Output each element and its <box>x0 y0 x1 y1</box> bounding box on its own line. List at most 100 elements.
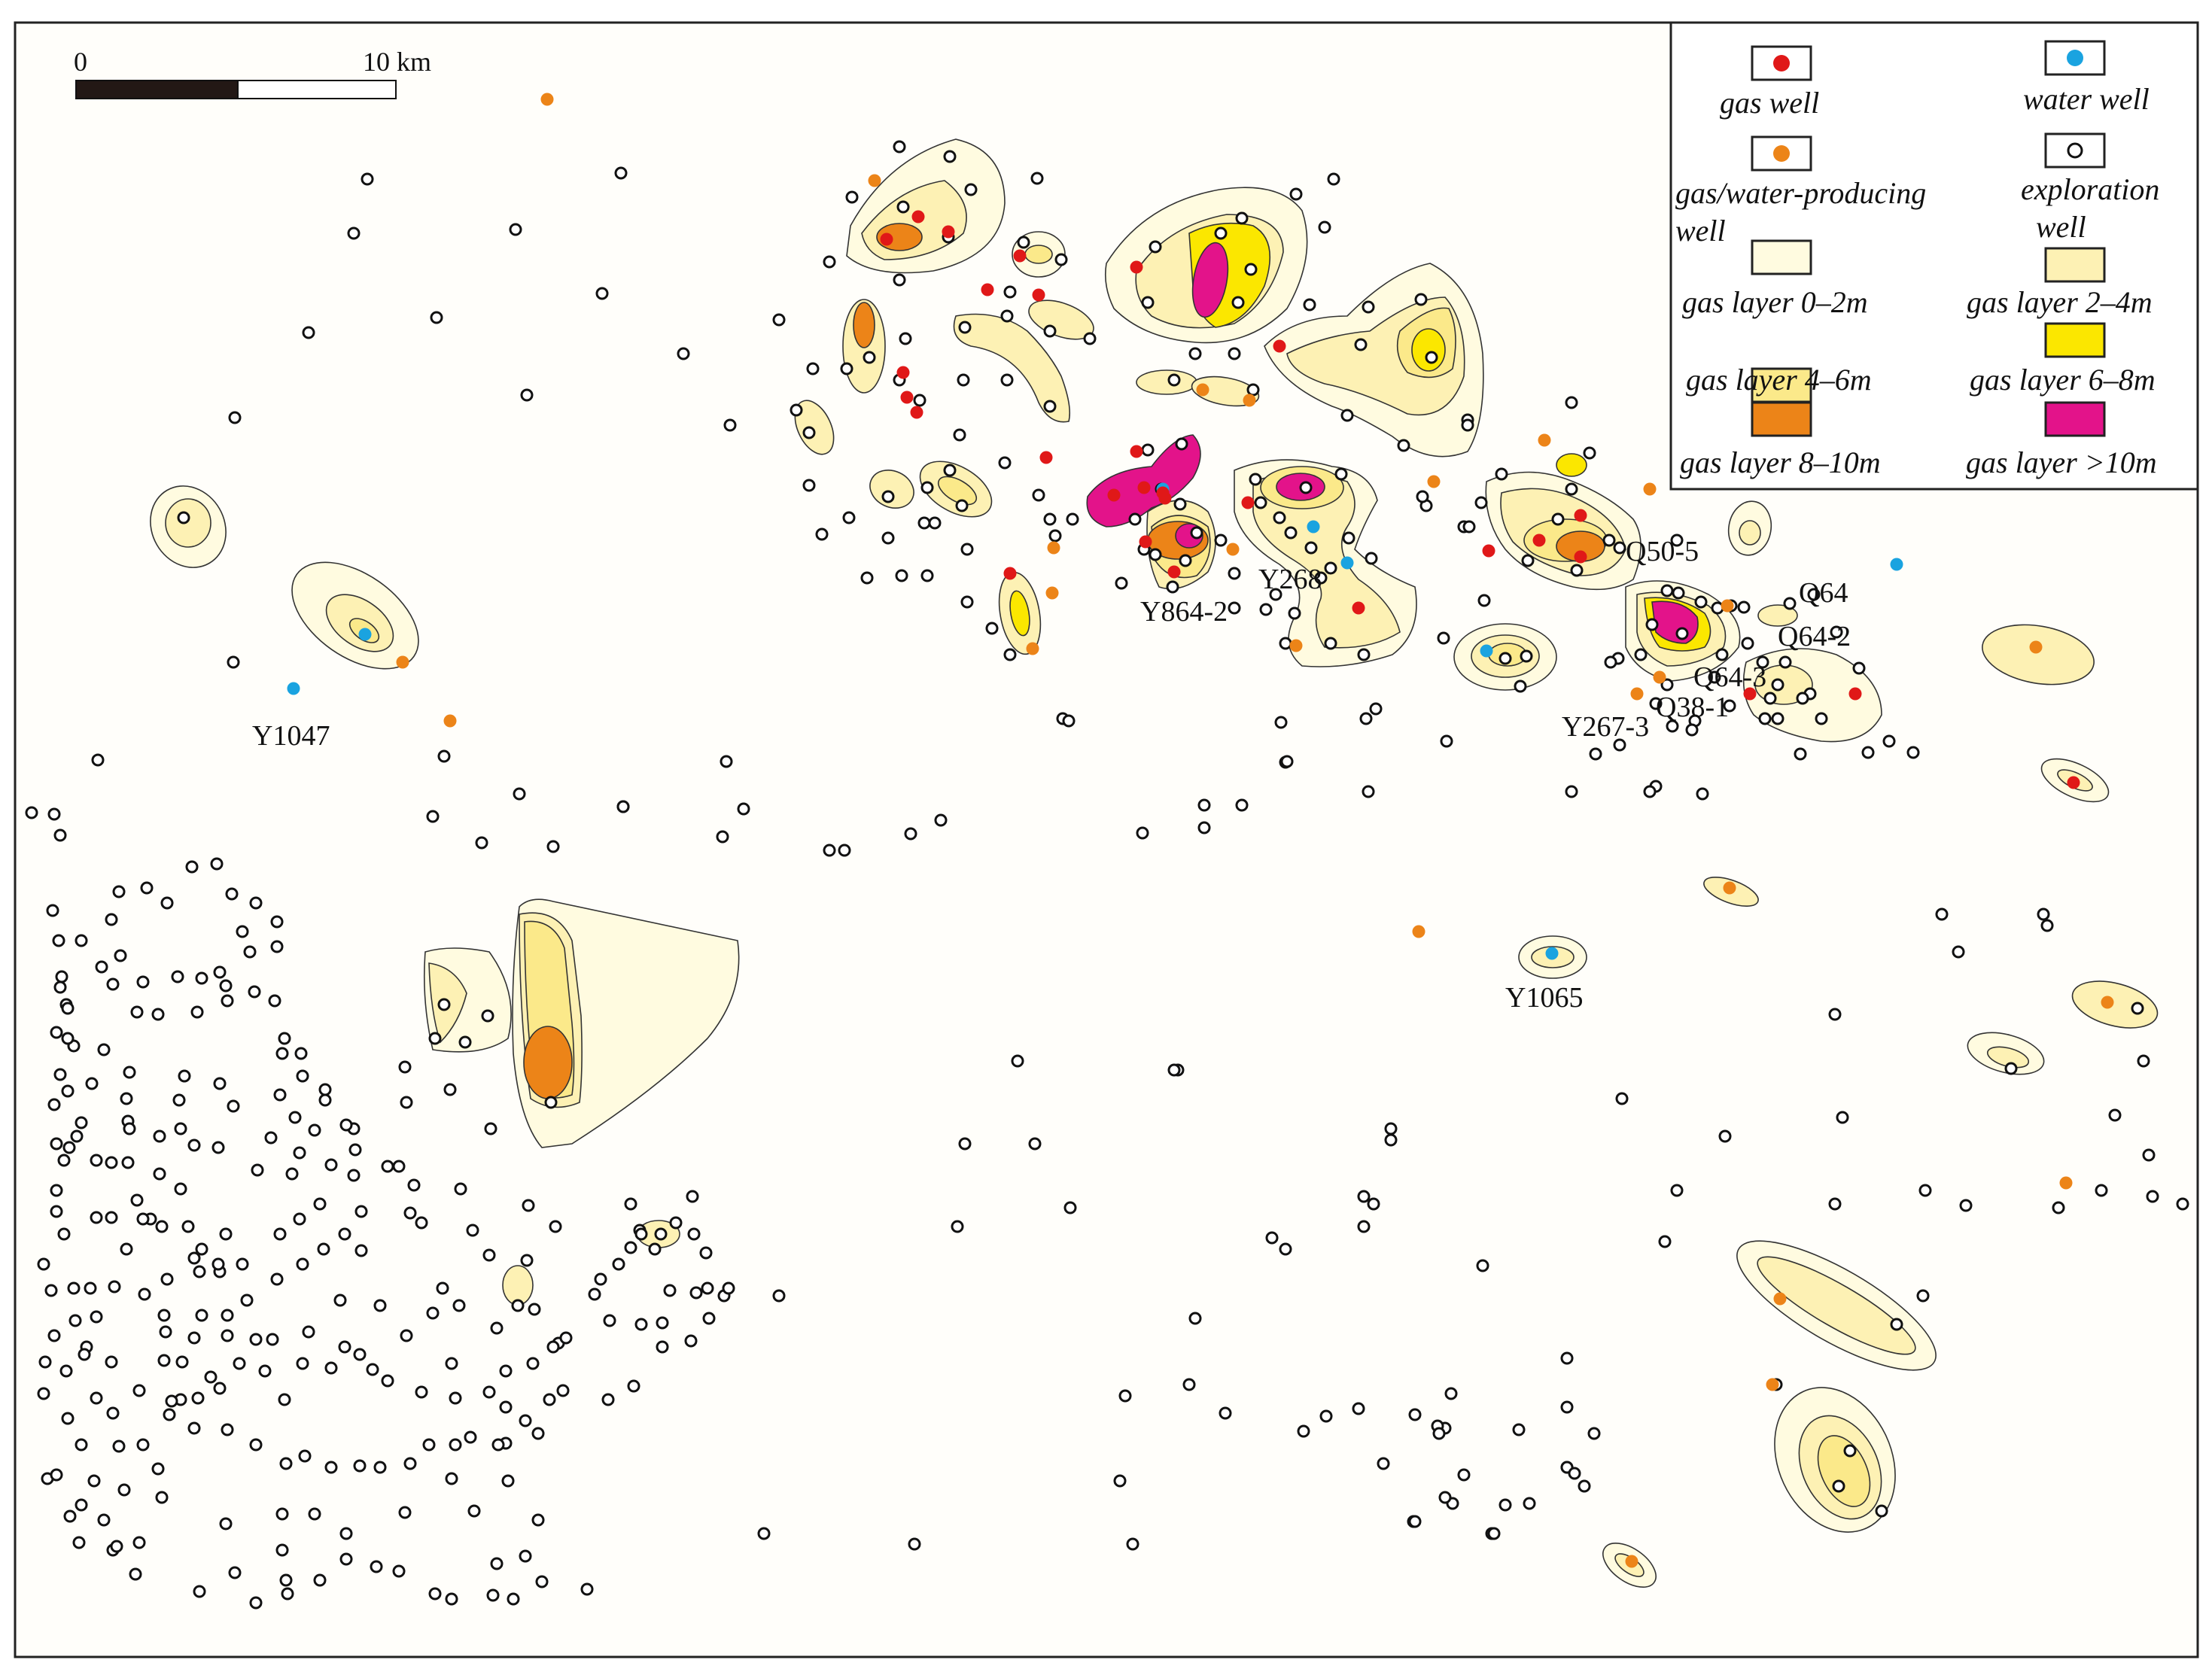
exploration-well-marker <box>1587 1427 1601 1440</box>
contour-zone-layer-0-2 <box>953 313 1071 423</box>
exploration-well-marker <box>105 1211 118 1224</box>
exploration-well-marker <box>204 1370 218 1384</box>
exploration-well-marker <box>1438 1491 1452 1504</box>
exploration-well-marker <box>1771 678 1785 692</box>
exploration-well-marker <box>802 426 816 439</box>
exploration-well-marker <box>1314 571 1328 585</box>
exploration-well-marker <box>1365 552 1378 565</box>
exploration-well-marker <box>509 223 522 236</box>
exploration-well-marker <box>1602 534 1616 547</box>
exploration-well-marker <box>91 753 105 767</box>
exploration-well-marker <box>50 1184 63 1197</box>
exploration-well-marker <box>318 1093 332 1107</box>
exploration-well-marker <box>211 1257 225 1271</box>
exploration-well-marker <box>240 1294 254 1307</box>
legend-exploration-label-2: well <box>2036 210 2086 244</box>
exploration-well-marker <box>1327 172 1340 186</box>
exploration-well-marker <box>249 1596 263 1610</box>
exploration-well-marker <box>228 411 242 424</box>
exploration-well-marker <box>270 915 284 929</box>
exploration-well-marker <box>2137 1054 2150 1068</box>
water-well-marker <box>1340 556 1354 570</box>
exploration-well-marker <box>415 1385 428 1399</box>
exploration-well-marker <box>1512 1423 1526 1436</box>
exploration-well-marker <box>187 1421 201 1435</box>
exploration-well-marker <box>654 1227 668 1241</box>
water-well-marker <box>1890 558 1903 571</box>
gas-well-marker <box>981 283 994 296</box>
exploration-well-marker <box>317 1242 330 1256</box>
exploration-well-marker <box>248 985 261 999</box>
exploration-well-marker <box>275 1047 289 1060</box>
exploration-well-marker <box>722 1281 735 1295</box>
scale-bar-black <box>75 80 239 99</box>
contour-zone-layer-8-10 <box>853 302 875 348</box>
exploration-well-marker <box>47 1098 61 1111</box>
exploration-well-marker <box>392 1160 406 1173</box>
exploration-well-marker <box>347 1169 361 1182</box>
gas-well-marker <box>1574 550 1587 564</box>
exploration-well-marker <box>1030 172 1044 185</box>
exploration-well-marker <box>464 1430 477 1444</box>
exploration-well-marker <box>845 190 859 204</box>
legend: gas well water well gas/water-producing … <box>1669 21 2199 491</box>
exploration-well-marker <box>1259 603 1273 616</box>
exploration-well-marker <box>491 1438 505 1452</box>
exploration-well-marker <box>723 418 737 432</box>
exploration-well-marker <box>213 1382 227 1395</box>
exploration-well-marker <box>1118 1389 1132 1403</box>
exploration-well-marker <box>1694 595 1708 609</box>
gas-water-well-marker <box>1412 925 1425 938</box>
exploration-well-marker <box>943 464 957 477</box>
exploration-well-marker <box>815 527 829 541</box>
exploration-well-marker <box>90 1391 103 1405</box>
legend-layer-8-10-label: gas layer 8–10m <box>1680 445 1881 479</box>
exploration-well-marker <box>1568 1467 1581 1480</box>
exploration-well-marker <box>398 1506 412 1519</box>
exploration-well-marker <box>677 347 690 360</box>
exploration-well-marker <box>1741 637 1754 650</box>
well-label-q64: Q64 <box>1799 577 1848 609</box>
gas-well-marker <box>1352 601 1365 615</box>
exploration-well-marker <box>373 1299 387 1312</box>
exploration-well-marker <box>656 1316 669 1330</box>
gas-water-well-marker <box>1226 543 1240 556</box>
contour-zone-layer-0-2 <box>502 1265 534 1306</box>
exploration-well-marker <box>908 1537 921 1551</box>
exploration-well-marker <box>1461 418 1474 432</box>
exploration-well-marker <box>1952 945 1965 959</box>
exploration-well-marker <box>634 1318 648 1331</box>
exploration-well-marker <box>1304 541 1318 555</box>
gas-water-well-marker <box>1243 394 1256 407</box>
exploration-well-marker <box>928 516 942 530</box>
gas-water-well-marker <box>1721 599 1734 613</box>
exploration-well-marker <box>1645 618 1659 631</box>
exploration-well-marker <box>687 1227 701 1241</box>
exploration-well-marker <box>270 1272 284 1286</box>
exploration-well-marker <box>1246 383 1260 397</box>
exploration-well-marker <box>1882 734 1896 748</box>
legend-layer-6-8-swatch <box>2044 322 2106 358</box>
exploration-well-marker <box>302 326 315 339</box>
exploration-well-marker <box>174 1182 187 1196</box>
exploration-well-marker <box>195 1309 208 1322</box>
exploration-well-marker <box>44 1284 58 1297</box>
exploration-well-marker <box>1128 512 1142 526</box>
gas-well-marker <box>1167 565 1181 579</box>
exploration-well-marker <box>985 622 999 635</box>
exploration-well-marker <box>543 1393 556 1406</box>
exploration-well-marker <box>1324 637 1337 650</box>
exploration-well-marker <box>1235 211 1249 225</box>
exploration-well-marker <box>187 1251 201 1265</box>
exploration-well-marker <box>1284 526 1298 540</box>
contour-zone-layer-2-4 <box>1757 1256 1916 1355</box>
exploration-well-marker <box>1474 496 1488 509</box>
contour-zone-layer-6-8 <box>1009 590 1030 637</box>
exploration-well-marker <box>112 885 126 898</box>
exploration-well-marker <box>1228 347 1241 360</box>
exploration-well-marker <box>2037 907 2050 921</box>
exploration-well-marker <box>120 1092 133 1105</box>
exploration-well-marker <box>1273 511 1286 524</box>
exploration-well-marker <box>1149 548 1162 561</box>
exploration-well-marker <box>1696 787 1709 801</box>
